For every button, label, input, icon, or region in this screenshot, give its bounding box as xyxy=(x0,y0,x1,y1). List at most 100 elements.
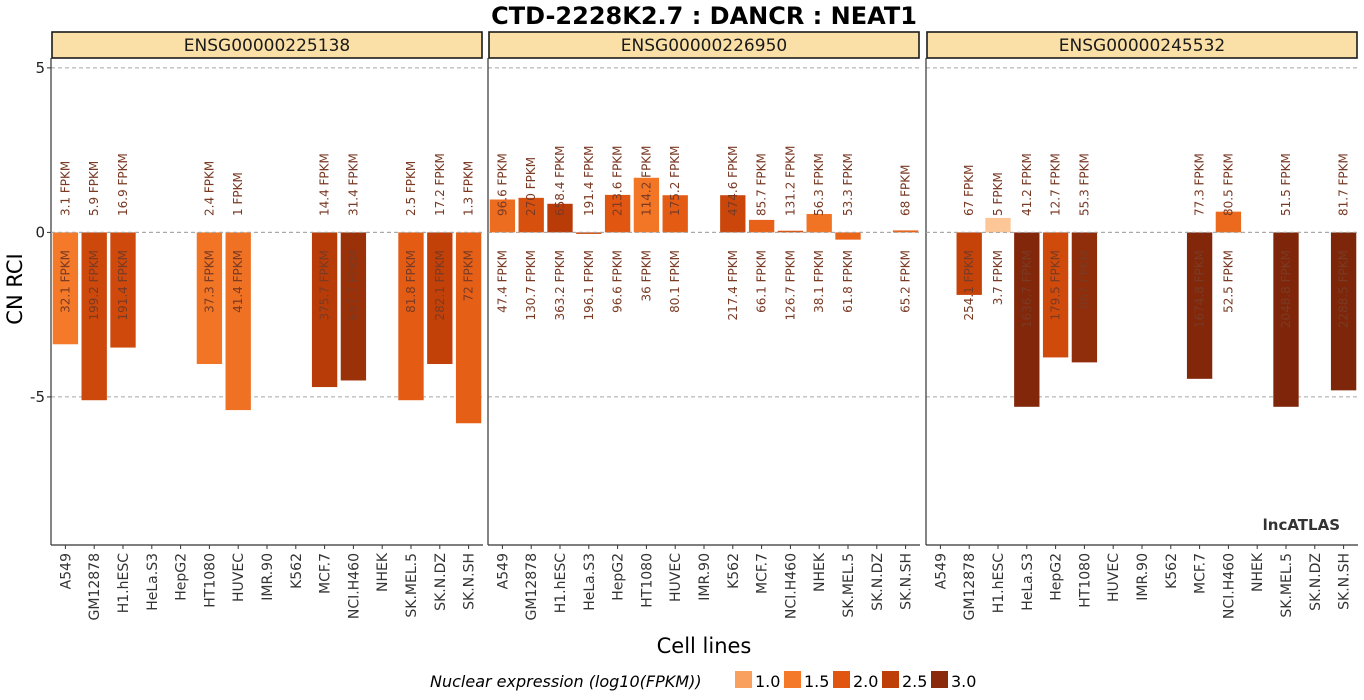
panel-ensg00000245532: ENSG00000245532 A549 GM12878 67 FPKM 254.1 F… xyxy=(925,31,1358,620)
bar xyxy=(1215,211,1242,233)
x-tick-label: HUVEC xyxy=(231,553,247,602)
y-axis-title: CN RCI xyxy=(3,253,27,324)
legend-label: 1.0 xyxy=(755,672,780,691)
bar-label-top: 81.7 FPKM xyxy=(1337,153,1351,216)
bar-label-top: 31.4 FPKM xyxy=(346,153,360,216)
legend: Nuclear expression (log10(FPKM)) 1.0 1.5 2… xyxy=(430,671,976,691)
bar-label-bottom: 199.2 FPKM xyxy=(87,250,101,321)
facet-strip xyxy=(926,31,1358,59)
bar-label-bottom: 2048.8 FPKM xyxy=(1279,250,1293,328)
bar-label-top: 270 FPKM xyxy=(524,157,538,216)
panel-ensg00000225138: ENSG00000225138 A549 3.1 FPKM 32.1 FPKM GM12… xyxy=(50,31,483,620)
bar-label-bottom: 2288.5 FPKM xyxy=(1337,250,1351,328)
x-tick-label: HeLa.S3 xyxy=(145,553,161,611)
legend-swatch xyxy=(784,671,801,688)
x-tick-label: MCF.7 xyxy=(1193,553,1209,594)
facet-strip xyxy=(51,31,483,59)
x-tick-label: NHEK xyxy=(375,552,391,592)
x-axis-title: Cell lines xyxy=(657,634,752,658)
bar-label-bottom: 217.4 FPKM xyxy=(726,250,740,321)
x-tick-label: HT1080 xyxy=(202,553,218,608)
bar xyxy=(777,230,804,233)
bar-label-top: 77.3 FPKM xyxy=(1193,153,1207,216)
y-tick-label: -5 xyxy=(30,388,45,406)
bar xyxy=(1273,232,1299,407)
bar-label-bottom: 697.7 FPKM xyxy=(346,250,360,321)
bar xyxy=(427,232,453,365)
bar-label-bottom: 66.1 FPKM xyxy=(755,250,769,313)
bar xyxy=(720,195,746,233)
legend-swatch xyxy=(931,671,948,688)
bar-label-top: 658.4 FPKM xyxy=(553,145,567,216)
bar-label-top: 474.6 FPKM xyxy=(726,145,740,216)
x-tick-label: H1.hESC xyxy=(991,553,1007,613)
bar-label-bottom: 41.4 FPKM xyxy=(231,250,245,313)
bar-label-top: 96.6 FPKM xyxy=(495,153,509,216)
x-tick-label: K562 xyxy=(1164,553,1180,589)
bar xyxy=(489,199,516,233)
x-tick-label: SK.N.DZ xyxy=(433,553,449,611)
bar-label-top: 2.5 FPKM xyxy=(404,161,418,216)
x-tick-label: HUVEC xyxy=(668,553,684,602)
bar xyxy=(892,230,919,233)
bar xyxy=(748,219,775,233)
bar-label-bottom: 81.8 FPKM xyxy=(404,250,418,313)
legend-swatch xyxy=(882,671,899,688)
x-tick-label: H1.hESC xyxy=(116,553,132,613)
x-tick-label: MCF.7 xyxy=(755,553,771,594)
x-tick-label: H1.hESC xyxy=(553,553,569,613)
bar-label-bottom: 363.2 FPKM xyxy=(553,250,567,321)
panels: 5 0 -5 ENSG00000225138 A549 3.1 FPKM 32.1 FPKM… xyxy=(30,31,1358,620)
x-tick-label: A549 xyxy=(933,553,949,589)
bar-label-top: 1 FPKM xyxy=(231,172,245,216)
bar-label-bottom: 282.1 FPKM xyxy=(433,250,447,321)
bar-label-top: 53.3 FPKM xyxy=(841,153,855,216)
bar-label-bottom: 375.7 FPKM xyxy=(318,250,332,321)
bar-label-bottom: 65.2 FPKM xyxy=(899,250,913,313)
bar-label-bottom: 191.4 FPKM xyxy=(116,250,130,321)
facet-strip-label: ENSG00000245532 xyxy=(1059,36,1225,56)
bar xyxy=(835,232,861,240)
bar-label-top: 80.5 FPKM xyxy=(1221,153,1235,216)
legend-title: Nuclear expression (log10(FPKM)) xyxy=(430,672,702,691)
bar-label-bottom: 36 FPKM xyxy=(639,250,653,301)
x-tick-label: NCI.H460 xyxy=(346,553,362,619)
x-tick-label: HeLa.S3 xyxy=(1020,553,1036,611)
facet-strip-label: ENSG00000225138 xyxy=(184,36,350,56)
legend-swatch xyxy=(833,671,850,688)
facet-strip xyxy=(488,31,920,59)
bar-label-bottom: 61.8 FPKM xyxy=(841,250,855,313)
legend-label: 1.5 xyxy=(804,672,829,691)
bar xyxy=(806,213,832,233)
panel-ensg00000226950: ENSG00000226950 A549 96.6 FPKM 47.4 FPKM GM1… xyxy=(487,31,920,620)
x-tick-label: SK.N.SH xyxy=(1337,553,1353,610)
bar-label-bottom: 3.7 FPKM xyxy=(991,250,1005,305)
bar-label-top: 17.2 FPKM xyxy=(433,153,447,216)
x-tick-label: K562 xyxy=(289,553,305,589)
legend-label: 3.0 xyxy=(951,672,976,691)
bar-label-bottom: 80.1 FPKM xyxy=(668,250,682,313)
y-tick-label: 5 xyxy=(35,59,45,77)
bar xyxy=(662,195,688,233)
bar xyxy=(311,232,338,388)
x-tick-label: SK.MEL.5 xyxy=(1279,553,1295,618)
legend-label: 2.5 xyxy=(902,672,927,691)
facet-strip-label: ENSG00000226950 xyxy=(621,36,787,56)
bar xyxy=(1186,232,1213,379)
bar-label-top: 213.6 FPKM xyxy=(611,145,625,216)
bar xyxy=(547,203,573,233)
x-tick-label: SK.N.SH xyxy=(462,553,478,610)
bar-label-top: 85.7 FPKM xyxy=(755,153,769,216)
x-tick-label: HepG2 xyxy=(611,553,627,601)
x-tick-label: SK.N.DZ xyxy=(870,553,886,611)
lncatlas-watermark: lncATLAS xyxy=(1263,516,1340,534)
chart-title: CTD-2228K2.7 : DANCR : NEAT1 xyxy=(491,2,917,30)
x-tick-label: NHEK xyxy=(812,552,828,592)
bar-label-bottom: 1674.8 FPKM xyxy=(1193,250,1207,328)
bar-label-top: 191.4 FPKM xyxy=(582,145,596,216)
x-tick-label: K562 xyxy=(726,553,742,589)
bar-label-top: 1.3 FPKM xyxy=(462,161,476,216)
bar-label-bottom: 1636.7 FPKM xyxy=(1020,250,1034,328)
bar xyxy=(110,232,136,348)
bar-label-bottom: 196.1 FPKM xyxy=(582,250,596,321)
